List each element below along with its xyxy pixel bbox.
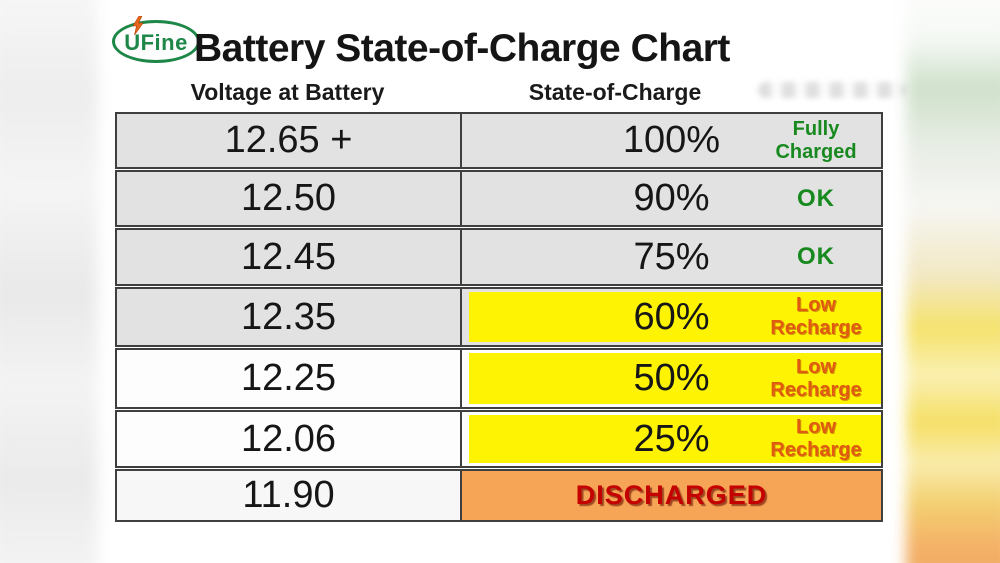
yellow-highlight	[469, 353, 881, 404]
soc-percent: 100%	[622, 119, 721, 161]
table-row: 12.65 + 100% Fully Charged	[115, 112, 883, 169]
blurred-right-edge	[906, 0, 1000, 563]
status-label: Low Recharge	[770, 294, 862, 339]
table-row: 12.50 90% OK	[115, 170, 883, 227]
soc-cell: DISCHARGED	[462, 471, 881, 520]
voltage-cell: 12.06	[117, 412, 462, 466]
status-label: Low Recharge	[770, 416, 862, 461]
table-row: 12.06 25% Low Recharge	[115, 410, 883, 468]
column-header-soc: State-of-Charge	[528, 79, 702, 105]
status-label: OK	[797, 184, 835, 212]
voltage-cell: 12.65 +	[117, 114, 462, 167]
soc-cell: 50% Low Recharge	[462, 350, 881, 407]
yellow-highlight	[469, 292, 881, 342]
soc-percent: 50%	[633, 357, 710, 399]
table-row: 12.35 60% Low Recharge	[115, 287, 883, 347]
status-label: Low Recharge	[770, 355, 862, 401]
page-title: Battery State-of-Charge Chart	[194, 27, 730, 70]
table-row: 12.25 50% Low Recharge	[115, 348, 883, 409]
voltage-cell: 12.45	[117, 230, 462, 284]
status-label: Fully Charged	[775, 117, 857, 163]
soc-percent: 75%	[633, 235, 710, 278]
soc-cell: 90% OK	[462, 172, 881, 225]
table-row: 12.45 75% OK	[115, 228, 883, 286]
logo-text: UFine	[124, 29, 188, 55]
status-label: OK	[797, 243, 835, 271]
state-of-charge-table: 12.65 + 100% Fully Charged 12.50 90% OK …	[115, 112, 883, 522]
yellow-highlight	[469, 415, 881, 463]
column-header-voltage: Voltage at Battery	[190, 79, 385, 105]
soc-percent: 60%	[633, 295, 710, 338]
soc-cell: 60% Low Recharge	[462, 289, 881, 345]
voltage-cell: 12.35	[117, 289, 462, 345]
soc-cell: 25% Low Recharge	[462, 412, 881, 466]
orange-highlight	[462, 471, 881, 520]
voltage-cell: 12.50	[117, 172, 462, 225]
voltage-cell: 11.90	[117, 471, 462, 520]
discharged-label: DISCHARGED	[575, 480, 768, 510]
soc-percent: 25%	[633, 417, 710, 460]
ufine-logo: UFine	[112, 16, 200, 63]
soc-cell: 100% Fully Charged	[462, 114, 881, 167]
blurred-left-edge	[0, 0, 98, 563]
watermark-smudge	[758, 82, 906, 98]
soc-cell: 75% OK	[462, 230, 881, 284]
soc-percent: 90%	[633, 177, 710, 219]
voltage-cell: 12.25	[117, 350, 462, 407]
table-row: 11.90 DISCHARGED	[115, 469, 883, 522]
lightning-bolt-icon	[132, 16, 144, 35]
